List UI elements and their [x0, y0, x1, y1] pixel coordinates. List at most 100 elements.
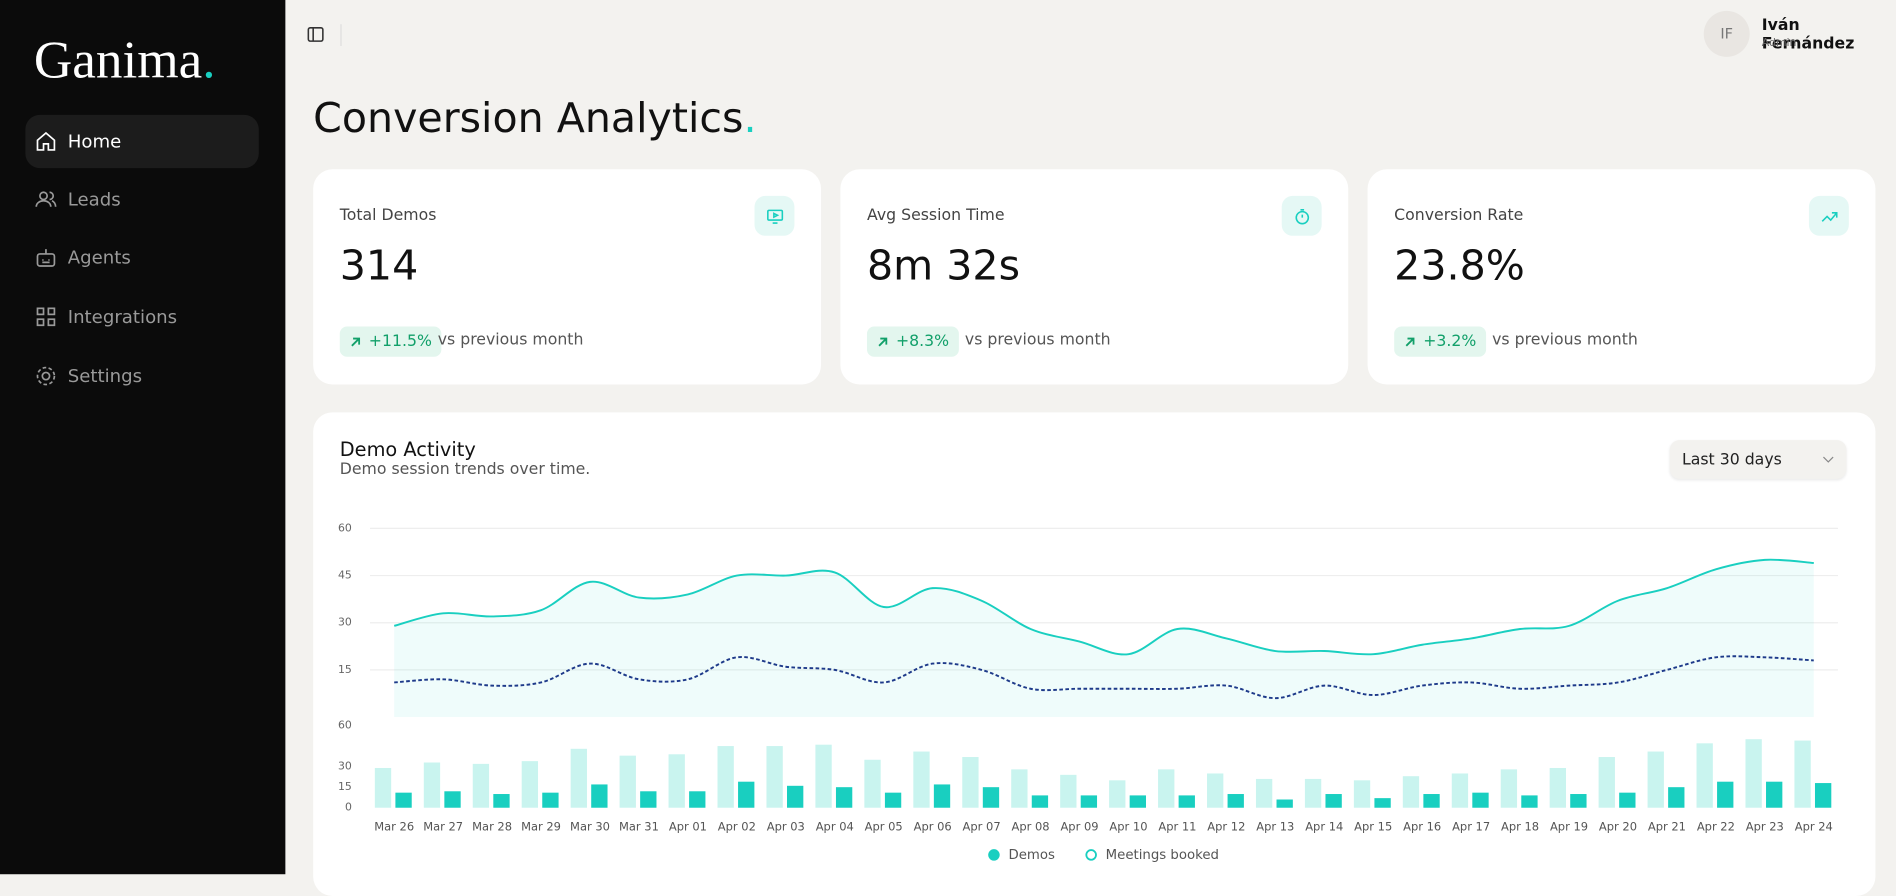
- logo-mark: .: [202, 30, 216, 90]
- line: [394, 655, 1814, 700]
- bar: [1619, 792, 1636, 808]
- bar: [423, 762, 441, 808]
- nav-item[interactable]: Integrations: [25, 290, 258, 343]
- range-selector[interactable]: Last 30 days: [1669, 440, 1847, 479]
- chart: 15 30 45 60 0 15 30 60 Mar 26 Mar 27 Mar 28 Mar 29 M…: [338, 521, 1838, 863]
- bar: [1325, 794, 1342, 808]
- nav-label: Home: [67, 130, 122, 153]
- bar: [542, 792, 559, 808]
- y-tick-label: 30: [338, 616, 352, 629]
- kpi-icon: [1281, 195, 1322, 236]
- bar: [717, 746, 734, 808]
- bar: [787, 785, 804, 808]
- bar: [1080, 795, 1098, 808]
- bar: [619, 755, 636, 808]
- bar: [1353, 780, 1371, 808]
- bar: [1814, 783, 1832, 808]
- nav-item[interactable]: Leads: [25, 173, 258, 226]
- x-tick-label: Apr 22: [1697, 820, 1735, 834]
- x-tick-label: Mar 26: [374, 820, 414, 834]
- bar: [640, 791, 657, 808]
- bar: [738, 781, 755, 808]
- line: [393, 558, 1814, 656]
- x-tick-label: Apr 18: [1501, 820, 1539, 834]
- bar: [913, 751, 930, 808]
- x-tick-label: Apr 17: [1452, 820, 1490, 834]
- y2-tick-label: 0: [345, 801, 352, 814]
- x-tick-label: Apr 03: [767, 820, 805, 834]
- bar: [1031, 795, 1049, 808]
- bar: [1227, 794, 1244, 808]
- kpi-label: Conversion Rate: [1394, 206, 1524, 225]
- bar: [1423, 794, 1440, 808]
- x-tick-label: Apr 05: [865, 820, 903, 834]
- bar: [1255, 778, 1273, 808]
- legend-marker: [988, 849, 1000, 861]
- logo-text: Ganima: [33, 30, 203, 90]
- title-mark: .: [743, 94, 757, 143]
- kpi-card: Conversion Rate 23.8% +3.2% vs previous …: [1367, 169, 1876, 385]
- y2-tick-label: 30: [338, 760, 352, 773]
- x-tick-label: Apr 04: [816, 820, 854, 834]
- bar: [1207, 773, 1224, 808]
- bar: [1402, 776, 1420, 808]
- bar: [570, 748, 587, 808]
- x-tick-label: Mar 30: [570, 820, 610, 834]
- kpi-value: 314: [339, 241, 419, 291]
- avatar[interactable]: IF: [1703, 10, 1750, 57]
- bar: [1011, 769, 1028, 808]
- kpi-change: +11.5%: [339, 326, 442, 357]
- x-tick-label: Apr 02: [718, 820, 756, 834]
- y2-tick-label: 60: [338, 719, 352, 732]
- bar: [982, 787, 1000, 808]
- x-tick-label: Apr 09: [1060, 820, 1098, 834]
- y-tick-label: 60: [338, 521, 352, 534]
- kpi-change-text: +3.2%: [1423, 332, 1477, 351]
- bar: [1500, 769, 1518, 808]
- bar: [689, 791, 706, 808]
- area: [394, 559, 1814, 718]
- x-tick-label: Apr 15: [1354, 820, 1392, 834]
- bar: [1745, 739, 1762, 808]
- bar: [1668, 787, 1685, 808]
- nav-item[interactable]: Agents: [25, 231, 258, 284]
- nav-item[interactable]: Settings: [25, 349, 258, 402]
- kpi-note: vs previous month: [437, 331, 584, 350]
- bar: [815, 744, 832, 808]
- bar: [1549, 767, 1566, 808]
- kpi-change-text: +8.3%: [896, 332, 950, 351]
- title-text: Conversion Analytics: [313, 94, 744, 143]
- x-tick-label: Apr 16: [1403, 820, 1441, 834]
- bar: [933, 784, 951, 808]
- x-tick-label: Mar 27: [423, 820, 463, 834]
- nav-label: Settings: [67, 365, 143, 387]
- user-name: Iván Fernández: [1761, 16, 1855, 54]
- x-tick-label: Apr 08: [1012, 820, 1050, 834]
- kpi-change-text: +11.5%: [368, 332, 432, 351]
- bar: [1158, 769, 1175, 808]
- legend-label: Meetings booked: [1106, 848, 1219, 863]
- bar: [864, 759, 881, 808]
- bar: [1766, 781, 1783, 808]
- bar: [521, 761, 539, 808]
- x-tick-label: Apr 23: [1746, 820, 1784, 834]
- bar: [1109, 780, 1126, 808]
- bar: [962, 757, 979, 808]
- sidebar-toggle[interactable]: [306, 24, 345, 46]
- kpi-icon: [754, 195, 795, 236]
- chart-card: Demo Activity Demo session trends over t…: [313, 412, 1876, 896]
- x-tick-label: Apr 20: [1599, 820, 1637, 834]
- x-tick-label: Apr 07: [963, 820, 1001, 834]
- bar: [1060, 774, 1077, 808]
- x-tick-label: Apr 13: [1256, 820, 1294, 834]
- bar: [1570, 794, 1587, 808]
- kpi-label: Total Demos: [339, 206, 437, 225]
- x-tick-label: Apr 10: [1109, 820, 1147, 834]
- nav-label: Agents: [67, 246, 131, 269]
- x-tick-label: Apr 01: [669, 820, 707, 834]
- nav-item[interactable]: Home: [25, 114, 259, 169]
- x-tick-label: Apr 19: [1550, 820, 1588, 834]
- nav-label: Integrations: [67, 305, 178, 328]
